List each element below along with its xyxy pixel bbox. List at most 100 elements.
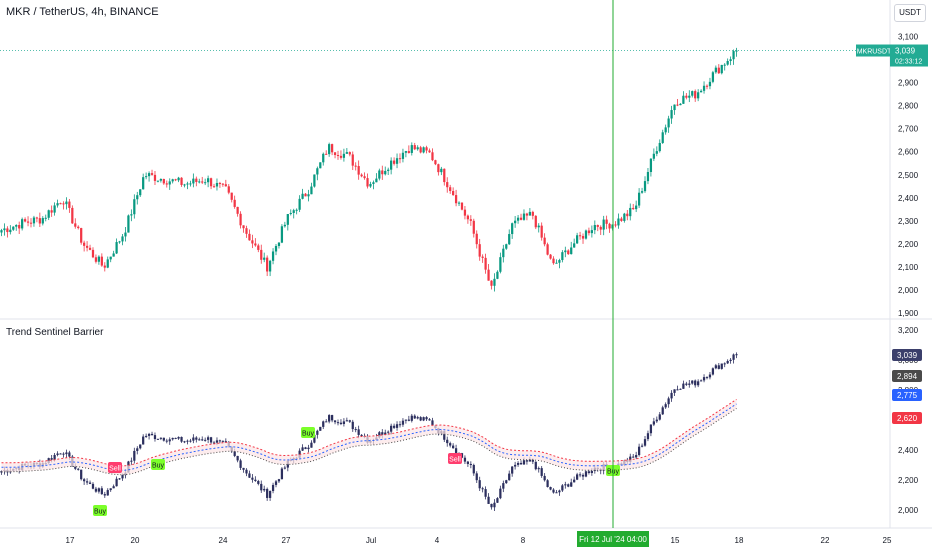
candle <box>505 244 508 249</box>
indicator-candle <box>726 360 729 364</box>
price-tick-label: 2,900 <box>898 79 919 88</box>
candle <box>277 242 281 246</box>
candle <box>558 260 561 263</box>
time-tick-label: 22 <box>821 536 830 545</box>
indicator-candle <box>493 502 496 508</box>
candle <box>316 168 319 175</box>
indicator-candle <box>180 436 183 442</box>
time-tick-label: 17 <box>66 536 75 545</box>
candle <box>534 215 537 228</box>
indicator-candle <box>351 421 354 430</box>
candle <box>333 152 337 155</box>
indicator-candle <box>80 469 83 480</box>
indicator-candle <box>398 424 402 426</box>
candle <box>283 224 286 227</box>
indicator-candle <box>407 419 410 421</box>
candle <box>345 152 348 154</box>
indicator-candle <box>694 380 697 386</box>
barrier-band <box>1 399 737 475</box>
candle <box>531 211 534 216</box>
indicator-candle <box>0 471 3 473</box>
candle <box>375 178 378 183</box>
indicator-candle <box>218 440 222 442</box>
indicator-candle <box>325 421 328 423</box>
candle <box>593 225 596 231</box>
indicator-candle <box>567 484 570 487</box>
candle <box>387 169 390 171</box>
candle <box>150 173 154 175</box>
signal-buy-label: Buy <box>152 463 165 470</box>
candle <box>449 187 452 192</box>
candle <box>248 233 251 241</box>
candle <box>168 181 171 185</box>
candle <box>136 195 139 200</box>
candle <box>357 166 360 175</box>
candle <box>413 145 416 150</box>
candle <box>543 237 546 245</box>
candle <box>153 174 157 181</box>
candle <box>499 257 502 272</box>
candle <box>139 189 142 196</box>
price-tick-label: 3,100 <box>898 32 919 41</box>
candle <box>268 260 272 272</box>
time-tick-label: 15 <box>671 536 680 545</box>
candle <box>245 228 248 234</box>
candle <box>395 158 399 164</box>
candle <box>209 178 213 187</box>
candle <box>425 147 428 151</box>
candle <box>640 191 644 193</box>
candle <box>100 256 103 266</box>
indicator-value-label: 3,039 <box>897 351 918 360</box>
indicator-candle <box>206 437 210 440</box>
indicator-candle <box>186 440 189 442</box>
symbol-title[interactable]: MKR / TetherUS, 4h, BINANCE <box>6 6 159 18</box>
candle <box>307 194 310 197</box>
candle <box>599 226 602 230</box>
candle <box>711 72 715 82</box>
indicator-candle <box>682 383 685 389</box>
indicator-candle <box>392 425 396 428</box>
candle <box>688 95 691 98</box>
candle <box>655 151 658 154</box>
time-tick-label: Jul <box>366 536 376 545</box>
indicator-candle <box>410 415 413 421</box>
candle <box>12 226 15 230</box>
indicator-candle <box>83 479 86 482</box>
indicator-candle <box>652 421 655 425</box>
candle <box>487 269 490 281</box>
candle <box>596 225 599 227</box>
currency-button[interactable]: USDT <box>894 4 926 22</box>
indicator-candle <box>277 479 281 482</box>
indicator-candle <box>419 417 422 421</box>
candle <box>602 219 605 230</box>
candle <box>351 154 354 166</box>
candle <box>325 153 328 155</box>
indicator-candle <box>404 419 408 421</box>
candle <box>363 176 366 179</box>
candle <box>540 225 543 238</box>
indicator-candle <box>201 439 204 441</box>
indicator-candle <box>224 441 227 443</box>
candle <box>218 182 222 184</box>
indicator-candle <box>714 365 717 369</box>
time-tick-label: 4 <box>435 536 440 545</box>
candle <box>632 207 635 210</box>
candle <box>239 213 242 226</box>
candle <box>26 221 30 223</box>
indicator-candle <box>77 468 80 470</box>
indicator-candle <box>62 453 65 455</box>
indicator-candle <box>723 363 726 365</box>
indicator-candle <box>266 488 269 498</box>
indicator-candle <box>274 481 278 485</box>
indicator-candle <box>268 491 272 498</box>
indicator-candle <box>97 488 101 492</box>
candle <box>112 253 115 257</box>
candle <box>623 213 626 221</box>
indicator-candle <box>209 437 213 443</box>
indicator-candle <box>664 404 667 408</box>
indicator-candle <box>729 359 732 361</box>
candle <box>685 95 688 98</box>
indicator-title[interactable]: Trend Sentinel Barrier <box>6 327 104 338</box>
candle <box>147 173 151 177</box>
